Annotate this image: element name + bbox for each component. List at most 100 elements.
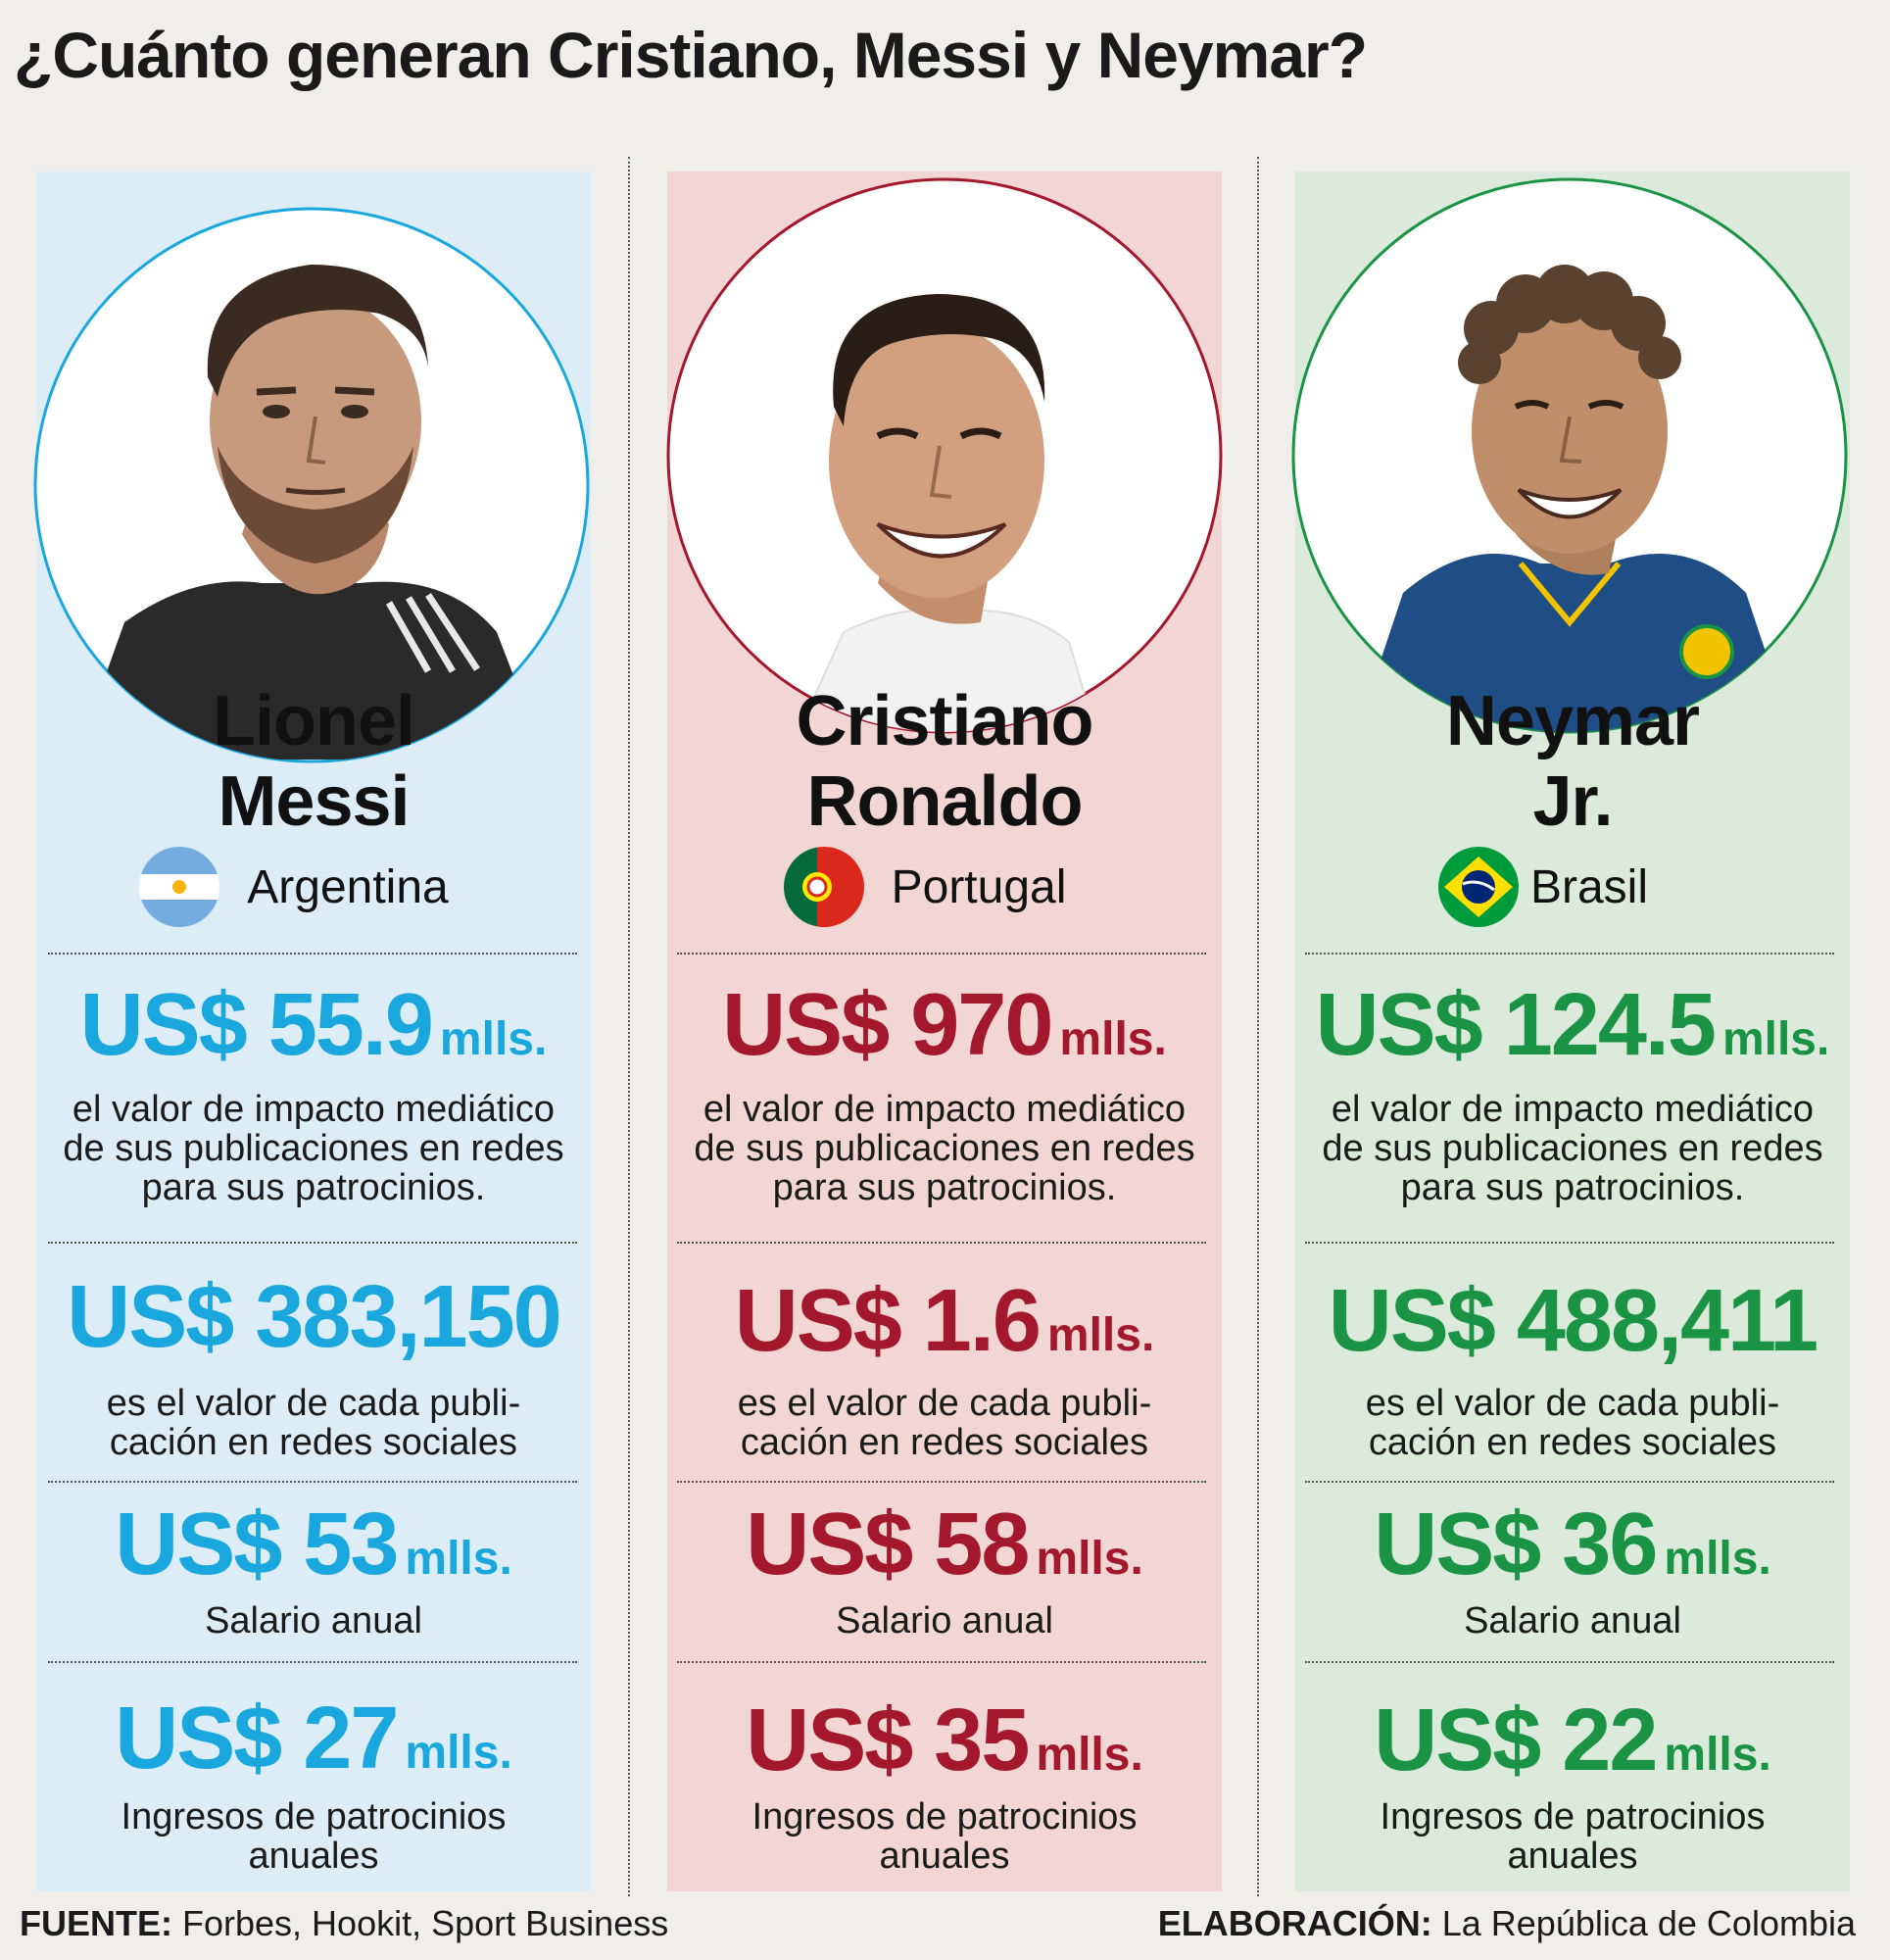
stat-desc-line: de sus publicaciones en redes [694, 1128, 1195, 1169]
stat-desc-line: Salario anual [205, 1600, 422, 1642]
stat-description: Salario anual [1295, 1601, 1850, 1641]
stat-per-post: US$ 383,150 es el valor de cada publi- c… [36, 1267, 591, 1462]
stat-media-impact: US$ 55.9 mlls. el valor de impacto mediát… [36, 975, 591, 1207]
country-row: Argentina [36, 843, 591, 931]
stat-desc-line: para sus patrocinios. [141, 1167, 486, 1208]
brazil-flag-icon [1437, 847, 1519, 927]
stat-value: US$ 55.9 mlls. [36, 975, 591, 1076]
stat-unit: mlls. [1664, 1533, 1771, 1585]
divider [677, 1242, 1206, 1244]
stat-per-post: US$ 488,411 es el valor de cada publi- c… [1295, 1271, 1850, 1462]
player-card-messi: Lionel Messi Argentina US$ 55.9 mlls. el … [33, 172, 591, 1891]
stat-value: US$ 35 mlls. [667, 1690, 1222, 1791]
stat-value: US$ 488,411 [1295, 1271, 1850, 1372]
page-title: ¿Cuánto generan Cristiano, Messi y Neyma… [14, 19, 1368, 91]
stat-sponsorship: US$ 27 mlls. Ingresos de patrocinios anua… [36, 1689, 591, 1876]
player-card-ronaldo: Cristiano Ronaldo Portugal US$ 970 mlls. … [666, 172, 1223, 1891]
stat-desc-line: anuales [1507, 1836, 1638, 1877]
argentina-flag-icon [139, 847, 220, 927]
stat-description: el valor de impacto mediático de sus pub… [667, 1090, 1222, 1207]
stat-description: Ingresos de patrocinios anuales [36, 1797, 591, 1876]
stat-description: Salario anual [36, 1601, 591, 1641]
player-photo-ronaldo [666, 177, 1223, 734]
stat-desc-line: Ingresos de patrocinios [121, 1796, 507, 1838]
player-photo-messi [33, 207, 591, 763]
stat-description: Ingresos de patrocinios anuales [1295, 1797, 1850, 1876]
author-credit: ELABORACIÓN: La República de Colombia [1158, 1903, 1856, 1944]
divider [48, 953, 577, 955]
stat-desc-line: Ingresos de patrocinios [1380, 1796, 1766, 1838]
country-name: Portugal [891, 860, 1067, 913]
stat-sponsorship: US$ 22 mlls. Ingresos de patrocinios anua… [1295, 1690, 1850, 1876]
stat-number: US$ 488,411 [1328, 1272, 1818, 1370]
source-text: Forbes, Hookit, Sport Business [172, 1903, 669, 1943]
stat-description: es el valor de cada publi- cación en red… [1295, 1384, 1850, 1462]
stat-desc-line: para sus patrocinios. [772, 1167, 1117, 1208]
stat-number: US$ 22 [1374, 1691, 1658, 1789]
player-last-name: Messi [218, 762, 410, 841]
stat-number: US$ 27 [115, 1690, 399, 1788]
stat-description: es el valor de cada publi- cación en red… [667, 1384, 1222, 1462]
portugal-flag-icon [783, 847, 864, 927]
stat-desc-line: para sus patrocinios. [1400, 1167, 1745, 1208]
player-name: Neymar Jr. [1295, 681, 1850, 842]
divider [1305, 953, 1834, 955]
stat-description: el valor de impacto mediático de sus pub… [36, 1090, 591, 1207]
stat-desc-line: es el valor de cada publi- [106, 1383, 521, 1424]
stat-salary: US$ 58 mlls. Salario anual [667, 1494, 1222, 1641]
stat-number: US$ 53 [115, 1495, 399, 1593]
stat-desc-line: anuales [879, 1836, 1010, 1877]
stat-value: US$ 383,150 [36, 1267, 591, 1368]
stat-value: US$ 58 mlls. [667, 1494, 1222, 1595]
player-photo-neymar [1291, 177, 1850, 734]
stat-desc-line: el valor de impacto mediático [703, 1089, 1187, 1130]
stat-salary: US$ 36 mlls. Salario anual [1295, 1494, 1850, 1641]
divider [677, 1481, 1206, 1483]
divider [1305, 1242, 1834, 1244]
stat-salary: US$ 53 mlls. Salario anual [36, 1494, 591, 1641]
stat-unit: mlls. [1059, 1013, 1167, 1065]
stat-desc-line: el valor de impacto mediático [1331, 1089, 1815, 1130]
stat-description: Salario anual [667, 1601, 1222, 1641]
stat-desc-line: Salario anual [1464, 1600, 1681, 1642]
credit-text: La República de Colombia [1431, 1903, 1856, 1943]
stat-desc-line: es el valor de cada publi- [737, 1383, 1152, 1424]
stat-unit: mlls. [405, 1533, 512, 1585]
stat-sponsorship: US$ 35 mlls. Ingresos de patrocinios anua… [667, 1690, 1222, 1876]
player-first-name: Neymar [1445, 682, 1700, 760]
stat-per-post: US$ 1.6 mlls. es el valor de cada publi- … [667, 1271, 1222, 1462]
stat-desc-line: de sus publicaciones en redes [63, 1128, 564, 1169]
divider [48, 1481, 577, 1483]
stat-number: US$ 35 [746, 1691, 1030, 1789]
stat-unit: mlls. [1721, 1013, 1830, 1065]
stat-unit: mlls. [439, 1013, 548, 1065]
country-row: Portugal [667, 843, 1222, 931]
stat-value: US$ 1.6 mlls. [667, 1271, 1222, 1372]
stat-unit: mlls. [1036, 1729, 1143, 1781]
divider [677, 1661, 1206, 1663]
player-name: Lionel Messi [36, 681, 591, 842]
stat-description: Ingresos de patrocinios anuales [667, 1797, 1222, 1876]
stat-media-impact: US$ 970 mlls. el valor de impacto mediáti… [667, 975, 1222, 1207]
stat-desc-line: Salario anual [836, 1600, 1053, 1642]
stat-description: es el valor de cada publi- cación en red… [36, 1384, 591, 1462]
stat-desc-line: es el valor de cada publi- [1365, 1383, 1780, 1424]
stat-number: US$ 36 [1374, 1495, 1658, 1593]
stat-number: US$ 1.6 [734, 1272, 1042, 1370]
stat-desc-line: Ingresos de patrocinios [751, 1796, 1138, 1838]
stat-desc-line: el valor de impacto mediático [72, 1089, 556, 1130]
player-last-name: Ronaldo [806, 762, 1084, 841]
stat-unit: mlls. [405, 1727, 512, 1779]
stat-number: US$ 55.9 [79, 976, 434, 1074]
stat-desc-line: cación en redes sociales [740, 1422, 1149, 1463]
stat-unit: mlls. [1046, 1309, 1155, 1361]
source-label: FUENTE: [20, 1903, 172, 1943]
stat-desc-line: de sus publicaciones en redes [1322, 1128, 1823, 1169]
country-row: Brasil [1295, 843, 1850, 931]
player-name: Cristiano Ronaldo [667, 681, 1222, 842]
divider [677, 953, 1206, 955]
stat-desc-line: anuales [248, 1836, 379, 1877]
stat-unit: mlls. [1036, 1533, 1143, 1585]
stat-value: US$ 970 mlls. [667, 975, 1222, 1076]
stat-desc-line: cación en redes sociales [1368, 1422, 1777, 1463]
